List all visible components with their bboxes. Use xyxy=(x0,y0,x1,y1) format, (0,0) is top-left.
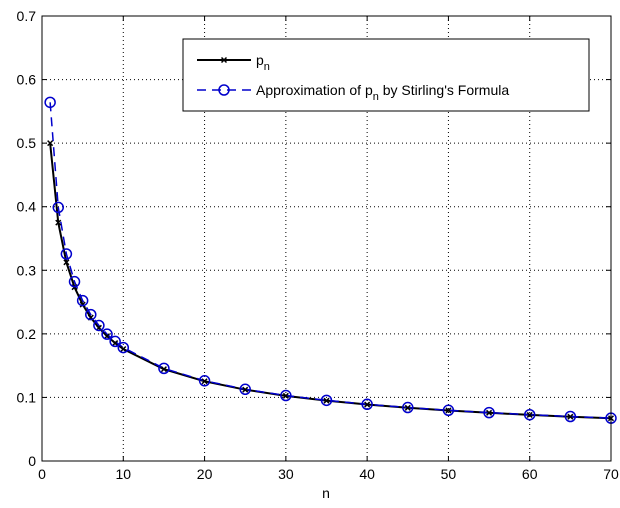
y-tick-label: 0.4 xyxy=(17,199,37,215)
series-2-point xyxy=(361,398,373,411)
series-1-point xyxy=(526,411,533,418)
series-2-point xyxy=(109,335,121,348)
y-tick-label: 0.5 xyxy=(17,135,37,151)
series-1-point xyxy=(323,397,330,404)
x-tick-label: 0 xyxy=(38,466,46,482)
series-2-point xyxy=(523,408,536,421)
legend-marker-series-1 xyxy=(220,56,228,64)
series-1-point xyxy=(567,413,574,420)
series-2-point xyxy=(158,362,170,375)
x-tick-label: 20 xyxy=(197,466,213,482)
series-1-point xyxy=(364,401,371,408)
series-2-point xyxy=(239,383,251,396)
legend-label-series-2-prefix: Approximation of p xyxy=(256,82,373,98)
series-1-point xyxy=(282,392,289,399)
series-1-point xyxy=(404,404,411,411)
x-tick-label: 60 xyxy=(522,466,538,482)
series-2-line xyxy=(49,102,612,419)
y-tick-label: 0.3 xyxy=(17,262,37,278)
x-tick-label: 40 xyxy=(359,466,375,482)
x-tick-label: 50 xyxy=(441,466,457,482)
series-lines xyxy=(49,102,612,420)
y-tick-label: 0.6 xyxy=(17,72,37,88)
axis-ticks: 0 10 20 30 40 50 60 70 0 0.1 0.2 0.3 0.4 0.5 0.6 0.7 xyxy=(17,8,619,482)
series-2-point xyxy=(483,406,495,419)
series-1-point xyxy=(445,407,452,414)
y-tick-label: 0.1 xyxy=(17,389,37,405)
legend-marker-series-2 xyxy=(218,84,230,96)
legend-box xyxy=(182,38,590,112)
series-2-point xyxy=(280,389,292,402)
series-2-point xyxy=(76,294,89,307)
legend-label-series-1: pn xyxy=(256,52,270,73)
legend-label-series-1-subscript: n xyxy=(264,61,270,73)
plot-frame xyxy=(41,15,612,462)
series-2-point xyxy=(93,319,105,332)
legend-label-series-2-suffix: by Stirling's Formula xyxy=(379,82,509,98)
series-1-point xyxy=(160,366,167,373)
x-tick-label: 70 xyxy=(603,466,619,482)
series-2-point xyxy=(117,341,130,354)
y-tick-label: 0.2 xyxy=(17,326,37,342)
series-1-point xyxy=(242,386,249,393)
series-2-point xyxy=(68,275,81,288)
series-1-point xyxy=(63,259,70,266)
series-2-point xyxy=(44,96,56,109)
y-tick-label: 0.7 xyxy=(17,8,37,24)
series-1-point xyxy=(103,333,111,340)
series-2-point xyxy=(198,375,211,387)
series-1-point xyxy=(120,345,127,353)
legend: pn Approximation of pn by Stirling's For… xyxy=(182,38,590,112)
series-2-point xyxy=(60,248,73,260)
y-tick-label: 0 xyxy=(28,453,36,469)
series-2-point xyxy=(101,328,113,340)
series-2-point xyxy=(442,404,455,417)
series-2-point xyxy=(564,410,577,423)
series-1-point xyxy=(201,378,208,385)
x-tick-label: 10 xyxy=(115,466,131,482)
series-1-point xyxy=(79,301,86,308)
series-2-point xyxy=(320,394,333,407)
x-axis-label: n xyxy=(322,485,330,501)
legend-label-series-1-name: p xyxy=(256,52,264,68)
series-1-point xyxy=(112,340,119,347)
legend-label-series-2-subscript: n xyxy=(373,91,379,103)
series-markers xyxy=(44,96,617,424)
legend-label-series-2: Approximation of pn by Stirling's Formul… xyxy=(256,82,509,103)
series-2-point xyxy=(52,201,65,214)
series-1-point xyxy=(47,140,54,147)
series-1-point xyxy=(55,219,62,226)
series-2-point xyxy=(402,401,414,414)
series-2-point xyxy=(85,308,97,321)
x-tick-label: 30 xyxy=(278,466,294,482)
series-1-point xyxy=(486,409,493,416)
